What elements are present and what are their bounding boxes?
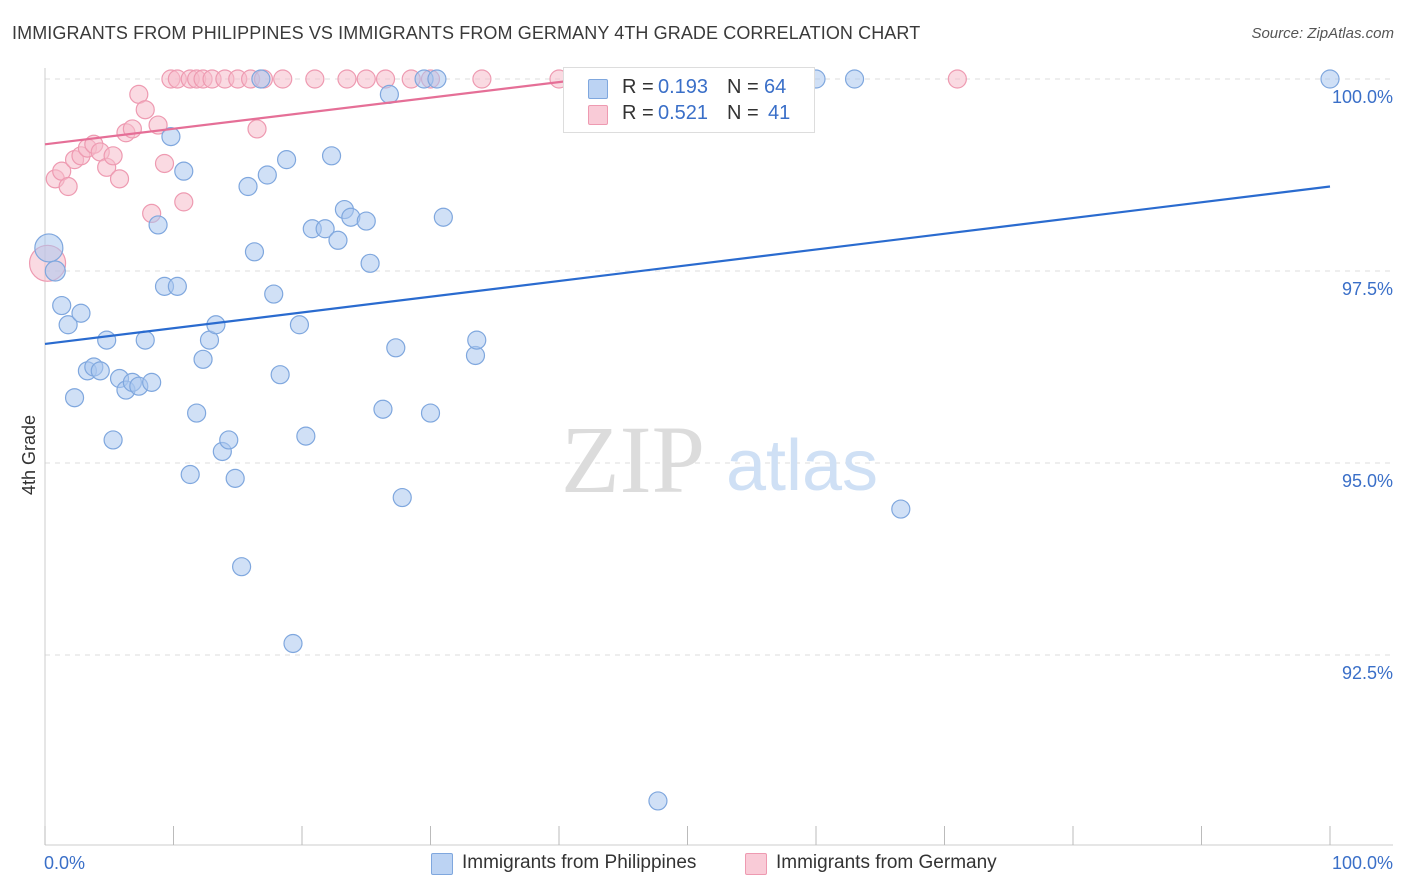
philippines-point bbox=[34, 233, 64, 263]
philippines-point bbox=[1320, 69, 1340, 89]
germany-point bbox=[947, 69, 967, 89]
y-axis-title: 4th Grade bbox=[19, 415, 39, 495]
legend-row-philippines: R = 0.193 N = 64 bbox=[564, 75, 814, 103]
philippines-point bbox=[283, 633, 303, 654]
philippines-point bbox=[161, 127, 181, 147]
philippines-point bbox=[219, 430, 239, 450]
trend-lines bbox=[44, 77, 1331, 346]
philippines-point bbox=[135, 330, 155, 350]
watermark-atlas: atlas bbox=[726, 426, 878, 506]
bottom-legend-swatch-philippines bbox=[431, 853, 453, 875]
philippines-point bbox=[420, 403, 441, 423]
germany-point bbox=[472, 69, 492, 89]
bottom-legend-label-philippines: Immigrants from Philippines bbox=[462, 852, 697, 873]
legend-r-label: R = bbox=[622, 76, 654, 98]
philippines-point bbox=[433, 207, 453, 227]
germany-point bbox=[305, 69, 325, 89]
philippines-trend-line bbox=[44, 185, 1331, 346]
philippines-point bbox=[844, 69, 865, 89]
x-axis-ticks bbox=[44, 826, 1331, 845]
philippines-point bbox=[251, 69, 271, 89]
x-tick-label-min: 0.0% bbox=[44, 853, 85, 873]
philippines-point bbox=[321, 146, 342, 166]
correlation-legend: R = 0.193 N = 64 R = 0.521 N = 41 bbox=[563, 67, 815, 133]
germany-point bbox=[135, 100, 155, 120]
philippines-point bbox=[270, 365, 290, 385]
germany-point bbox=[58, 176, 78, 197]
bottom-legend-swatch-germany bbox=[745, 853, 767, 875]
philippines-point bbox=[891, 499, 911, 519]
germany-point bbox=[337, 69, 357, 89]
philippines-point bbox=[142, 372, 162, 392]
philippines-point bbox=[296, 426, 316, 446]
bottom-legend-label-germany: Immigrants from Germany bbox=[776, 852, 997, 873]
philippines-point bbox=[427, 69, 447, 89]
philippines-point bbox=[467, 330, 487, 350]
philippines-point bbox=[174, 161, 194, 181]
germany-point bbox=[103, 146, 123, 166]
legend-n-value: 64 bbox=[764, 76, 787, 98]
watermark-zip: ZIP bbox=[561, 406, 705, 513]
germany-point bbox=[273, 69, 293, 89]
legend-n-label: N = bbox=[727, 102, 759, 124]
legend-row-germany: R = 0.521 N = 41 bbox=[564, 101, 814, 129]
germany-point bbox=[174, 192, 194, 212]
y-tick-label: 100.0% bbox=[1332, 87, 1393, 107]
chart-title: IMMIGRANTS FROM PHILIPPINES VS IMMIGRANT… bbox=[12, 23, 921, 43]
watermark: ZIP atlas bbox=[561, 406, 878, 513]
data-points bbox=[28, 69, 1340, 811]
philippines-point bbox=[257, 165, 277, 185]
philippines-point bbox=[52, 295, 72, 316]
germany-trend-line bbox=[44, 77, 585, 146]
philippines-point bbox=[64, 388, 85, 408]
source-credit: Source: ZipAtlas.com bbox=[1251, 25, 1394, 42]
philippines-point bbox=[71, 303, 91, 323]
philippines-point bbox=[44, 260, 66, 282]
y-tick-label: 97.5% bbox=[1342, 279, 1393, 299]
philippines-point bbox=[648, 791, 668, 811]
x-tick-label-max: 100.0% bbox=[1332, 853, 1393, 873]
y-tick-label: 95.0% bbox=[1342, 471, 1393, 491]
philippines-point bbox=[187, 403, 207, 423]
philippines-point bbox=[373, 399, 393, 419]
philippines-point bbox=[97, 330, 117, 350]
philippines-point bbox=[379, 84, 399, 104]
philippines-point bbox=[392, 487, 412, 508]
germany-point bbox=[247, 119, 267, 139]
philippines-point bbox=[386, 338, 406, 358]
philippines-point bbox=[232, 557, 252, 577]
philippines-point bbox=[264, 284, 284, 304]
philippines-point bbox=[225, 468, 245, 488]
philippines-point bbox=[148, 215, 168, 235]
philippines-point bbox=[90, 361, 110, 381]
legend-n-label: N = bbox=[727, 76, 759, 98]
philippines-point bbox=[244, 242, 265, 262]
philippines-point bbox=[193, 349, 213, 369]
philippines-point bbox=[103, 430, 123, 450]
philippines-point bbox=[328, 230, 348, 250]
legend-n-value: 41 bbox=[768, 102, 791, 124]
germany-point bbox=[154, 153, 175, 174]
y-axis-labels: 100.0% 97.5% 95.0% 92.5% bbox=[1332, 87, 1393, 683]
philippines-point bbox=[167, 276, 187, 296]
legend-r-label: R = bbox=[622, 102, 654, 124]
germany-point bbox=[356, 69, 376, 89]
philippines-point bbox=[58, 315, 78, 335]
philippines-point bbox=[276, 150, 297, 170]
philippines-point bbox=[289, 315, 310, 335]
philippines-point bbox=[315, 219, 335, 239]
philippines-point bbox=[180, 464, 200, 485]
legend-r-value: 0.521 bbox=[658, 102, 709, 124]
y-tick-label: 92.5% bbox=[1342, 663, 1393, 683]
philippines-point bbox=[356, 211, 376, 231]
legend-r-value: 0.193 bbox=[658, 76, 709, 98]
philippines-point bbox=[238, 176, 258, 197]
philippines-point bbox=[360, 253, 380, 273]
germany-point bbox=[109, 169, 130, 189]
legend-swatch-philippines bbox=[588, 79, 608, 99]
legend-swatch-germany bbox=[588, 105, 608, 125]
